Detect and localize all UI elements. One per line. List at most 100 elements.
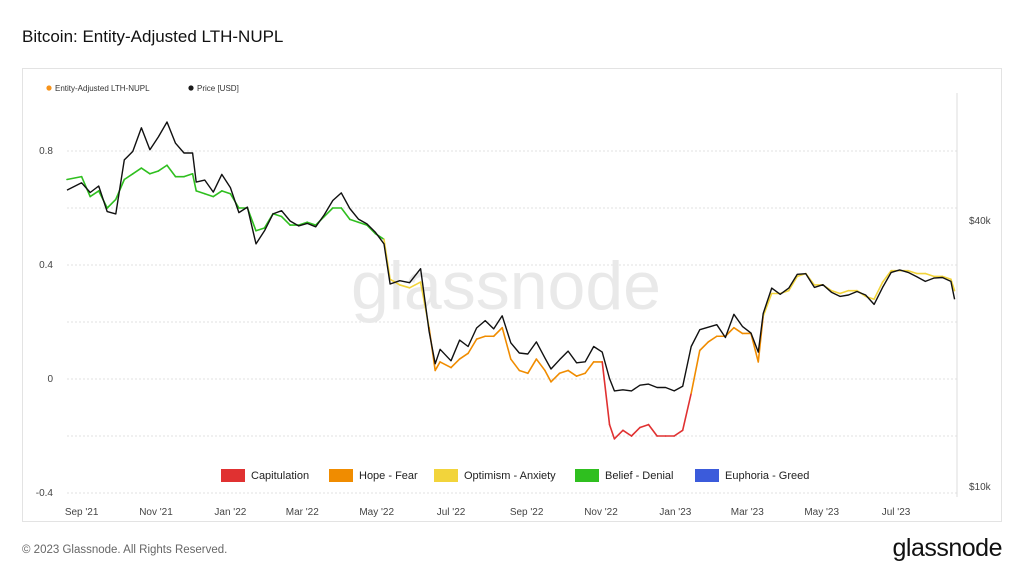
nupl-segment <box>690 349 701 395</box>
zone-swatch <box>695 469 719 482</box>
nupl-segment <box>157 164 168 172</box>
nupl-segment <box>467 338 478 355</box>
nupl-segment <box>941 275 952 281</box>
nupl-segment <box>280 215 291 226</box>
nupl-segment <box>647 423 658 437</box>
page-title: Bitcoin: Entity-Adjusted LTH-NUPL <box>22 27 284 46</box>
nupl-segment <box>349 218 360 224</box>
nupl-segment <box>66 175 83 181</box>
nupl-segment <box>873 281 884 300</box>
nupl-segment <box>357 221 368 226</box>
chart-svg: glassnode 0.8 0.4 0 -0.4 $40k $10k Sep '21 Nov … <box>36 84 992 518</box>
x-tick-label: May '23 <box>804 507 839 518</box>
nupl-segment <box>492 326 504 338</box>
nupl-segment <box>323 207 334 218</box>
glassnode-logo[interactable]: glassnode <box>892 534 1003 562</box>
watermark: glassnode <box>351 248 661 324</box>
nupl-segment <box>106 198 117 209</box>
y-right-tick-label: $40k <box>969 216 992 227</box>
nupl-segment <box>622 429 633 437</box>
price-line <box>66 121 956 392</box>
nupl-segment <box>639 423 650 429</box>
nupl-segment <box>132 167 143 175</box>
x-tick-label: Mar '23 <box>731 507 764 518</box>
x-tick-label: Nov '21 <box>139 507 173 518</box>
legend-item: Price [USD] <box>188 84 239 93</box>
series-layer <box>66 121 956 440</box>
x-tick-label: Sep '21 <box>65 507 99 518</box>
y-left-tick-label: 0.4 <box>39 260 53 271</box>
nupl-segment <box>255 227 266 232</box>
zone-legend-item: Hope - Fear <box>329 469 418 482</box>
x-tick-label: Nov '22 <box>584 507 618 518</box>
nupl-segment <box>535 358 546 372</box>
x-tick-label: Jan '22 <box>214 507 246 518</box>
zone-swatch <box>329 469 353 482</box>
legend-label: Price [USD] <box>197 84 239 93</box>
nupl-segment <box>608 423 616 440</box>
nupl-segment <box>881 269 892 283</box>
nupl-segment <box>750 332 760 363</box>
nupl-segment <box>613 429 624 440</box>
nupl-segment <box>434 361 441 372</box>
nupl-segment <box>681 392 693 432</box>
nupl-segment <box>166 164 177 178</box>
legend-item: Entity-Adjusted LTH-NUPL <box>46 84 150 93</box>
y-left-tick-label: -0.4 <box>36 488 54 499</box>
nupl-segment <box>458 352 469 360</box>
zone-label: Euphoria - Greed <box>725 470 809 482</box>
zone-swatch <box>221 469 245 482</box>
zone-label: Hope - Fear <box>359 470 418 482</box>
nupl-segment <box>673 429 684 437</box>
nupl-segment <box>575 372 586 377</box>
nupl-segment <box>195 190 206 195</box>
x-tick-label: Jan '23 <box>659 507 691 518</box>
nupl-segment <box>787 275 799 292</box>
nupl-segment <box>907 269 918 275</box>
nupl-segment <box>558 369 569 375</box>
nupl-segment <box>272 212 283 218</box>
x-tick-label: Jul '23 <box>882 507 911 518</box>
nupl-segment <box>366 224 377 235</box>
nupl-segment <box>518 369 529 375</box>
nupl-segment <box>762 292 773 318</box>
nupl-segment <box>830 289 841 295</box>
y-left-tick-label: 0.8 <box>39 146 53 157</box>
legend-layer: Entity-Adjusted LTH-NUPL Price [USD] <box>46 84 239 93</box>
nupl-segment <box>475 335 486 340</box>
nupl-segment <box>924 272 935 278</box>
x-tick-label: Mar '22 <box>286 507 319 518</box>
nupl-segment <box>306 221 317 226</box>
x-tick-label: Sep '22 <box>510 507 544 518</box>
nupl-segment <box>140 167 151 175</box>
y-right-tick-label: $10k <box>969 482 992 493</box>
nupl-segment <box>450 358 461 369</box>
nupl-segment <box>149 170 160 175</box>
zone-legend-item: Capitulation <box>221 469 309 482</box>
nupl-segment <box>733 326 744 335</box>
legend-dot <box>188 85 194 91</box>
nupl-segment <box>191 173 198 192</box>
nupl-segment <box>183 173 194 178</box>
nupl-segment <box>630 426 641 437</box>
nupl-segment <box>584 361 595 375</box>
zone-legend-item: Optimism - Anxiety <box>434 469 556 482</box>
axis-layer: 0.8 0.4 0 -0.4 $40k $10k Sep '21 Nov '21 Jan '22… <box>36 146 992 518</box>
zone-swatch <box>434 469 458 482</box>
nupl-segment <box>839 289 850 295</box>
nupl-segment <box>567 369 578 377</box>
zone-legend-item: Euphoria - Greed <box>695 469 809 482</box>
nupl-segment <box>439 361 452 369</box>
copyright-text: © 2023 Glassnode. All Rights Reserved. <box>22 544 228 556</box>
zone-swatch <box>575 469 599 482</box>
nupl-segment <box>501 326 512 360</box>
nupl-segment <box>399 284 411 289</box>
legend-dot <box>46 85 52 91</box>
nupl-segment <box>297 221 308 226</box>
zone-label: Belief - Denial <box>605 470 673 482</box>
nupl-segment <box>408 281 422 289</box>
nupl-segment <box>203 192 215 198</box>
nupl-segment <box>340 207 351 221</box>
nupl-segment <box>89 190 100 198</box>
nupl-segment <box>601 361 611 426</box>
